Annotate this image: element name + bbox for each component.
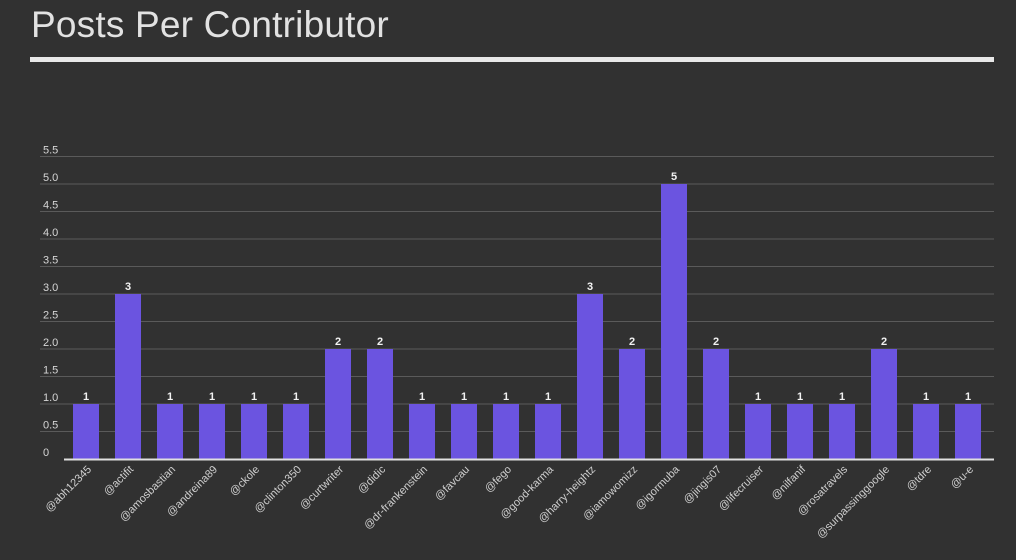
bar-nilfanif <box>787 404 813 459</box>
bar-good-karma <box>535 404 561 459</box>
bar-andreina89 <box>199 404 225 459</box>
x-tick-label: @favcau <box>433 464 472 503</box>
y-axis-ticks: 0 0.5 1.0 1.5 2.0 2.5 3.0 3.5 4.0 4.5 5.0 5.5 <box>43 145 58 460</box>
bar-jingis07 <box>703 349 729 459</box>
data-label: 2 <box>881 336 887 348</box>
data-label: 1 <box>167 391 173 403</box>
bar-amosbastian <box>157 404 183 459</box>
y-tick-label: 1.5 <box>43 365 58 377</box>
data-label: 1 <box>83 391 89 403</box>
data-label: 2 <box>377 336 383 348</box>
bars <box>73 184 981 459</box>
y-tick-label: 3.0 <box>43 282 58 294</box>
bar-clinton350 <box>283 404 309 459</box>
data-label: 2 <box>713 336 719 348</box>
bar-surpassinggoogle <box>871 349 897 459</box>
x-tick-label: @jingis07 <box>681 464 724 507</box>
data-label: 1 <box>965 391 971 403</box>
bar-curtwriter <box>325 349 351 459</box>
bar-rosatravels <box>829 404 855 459</box>
x-tick-label: @surpassinggoogle <box>815 464 892 541</box>
data-label: 1 <box>923 391 929 403</box>
y-tick-label: 0.5 <box>43 420 58 432</box>
bar-dr-frankenstein <box>409 404 435 459</box>
y-tick-label: 1.0 <box>43 392 58 404</box>
x-tick-label: @tdre <box>904 464 934 494</box>
bar-favcau <box>451 404 477 459</box>
data-label: 1 <box>545 391 551 403</box>
bar-tdre <box>913 404 939 459</box>
bar-harry-heightz <box>577 294 603 459</box>
x-tick-label: @u-e <box>948 464 976 492</box>
data-label: 1 <box>251 391 257 403</box>
data-label: 5 <box>671 171 677 183</box>
x-tick-label: @actifit <box>102 464 137 499</box>
bar-igormuba <box>661 184 687 459</box>
data-label: 3 <box>587 281 593 293</box>
x-tick-label: @didic <box>356 463 389 496</box>
bar-actifit <box>115 294 141 459</box>
data-label: 1 <box>839 391 845 403</box>
bar-lifecruiser <box>745 404 771 459</box>
y-tick-label: 2.5 <box>43 310 58 322</box>
grid-lines <box>40 156 994 432</box>
data-label: 1 <box>797 391 803 403</box>
y-tick-label: 5.5 <box>43 145 58 157</box>
bar-didic <box>367 349 393 459</box>
bar-ckole <box>241 404 267 459</box>
y-tick-label: 4.0 <box>43 227 58 239</box>
bar-abh12345 <box>73 404 99 459</box>
x-tick-label: @abh12345 <box>43 464 94 515</box>
bar-u-e <box>955 404 981 459</box>
title-divider <box>30 57 994 62</box>
x-tick-label: @curtwriter <box>298 463 347 512</box>
bar-iamowomizz <box>619 349 645 459</box>
data-label: 1 <box>461 391 467 403</box>
y-tick-label: 0 <box>43 447 49 459</box>
y-tick-label: 3.5 <box>43 255 58 267</box>
data-label: 1 <box>293 391 299 403</box>
bar-fego <box>493 404 519 459</box>
data-label: 1 <box>503 391 509 403</box>
x-tick-label: @lifecruiser <box>716 463 766 513</box>
data-label: 1 <box>755 391 761 403</box>
data-label: 2 <box>629 336 635 348</box>
y-tick-label: 2.0 <box>43 337 58 349</box>
y-tick-label: 5.0 <box>43 172 58 184</box>
data-label: 3 <box>125 281 131 293</box>
x-tick-label: @nilfanif <box>769 463 809 503</box>
page-title: Posts Per Contributor <box>31 4 389 45</box>
data-label: 1 <box>419 391 425 403</box>
x-tick-label: @fego <box>483 464 515 496</box>
data-labels: 1 3 1 1 1 1 2 2 1 1 1 1 3 2 5 2 1 1 1 2 1 1 <box>83 171 971 403</box>
data-label: 2 <box>335 336 341 348</box>
x-tick-label: @igormuba <box>633 463 682 512</box>
x-axis-labels: @abh12345 @actifit@amosbastian@andreina89… <box>43 463 976 541</box>
data-label: 1 <box>209 391 215 403</box>
y-tick-label: 4.5 <box>43 200 58 212</box>
x-tick-label: @ckole <box>228 464 263 499</box>
